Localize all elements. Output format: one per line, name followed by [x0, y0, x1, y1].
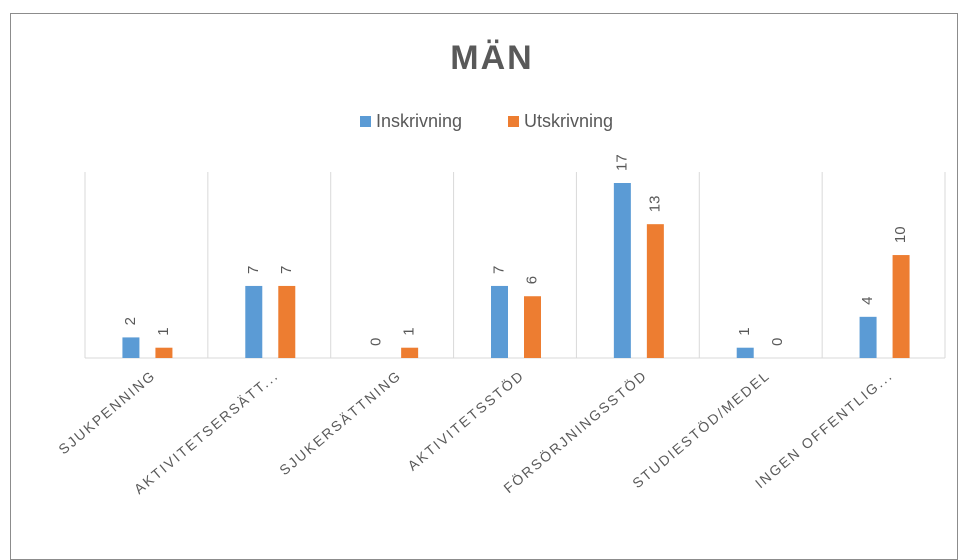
bar [491, 285, 508, 358]
data-label: 13 [646, 195, 663, 212]
bar [245, 285, 263, 358]
chart-border [10, 13, 958, 560]
data-label: 0 [368, 338, 385, 346]
data-label: 1 [401, 327, 418, 335]
data-label: 10 [892, 226, 909, 243]
legend-swatch [508, 116, 519, 127]
bar [646, 224, 664, 358]
data-label: 17 [613, 154, 630, 171]
bar [401, 347, 419, 358]
data-label: 6 [523, 276, 540, 284]
bar [155, 347, 173, 358]
data-label: 2 [122, 317, 139, 325]
bar [524, 296, 541, 358]
bar [613, 183, 631, 358]
data-label: 1 [155, 327, 172, 335]
legend-label: Utskrivning [524, 111, 613, 131]
bar [278, 285, 296, 358]
bar [859, 316, 877, 358]
data-label: 7 [278, 266, 295, 274]
legend-label: Inskrivning [376, 111, 462, 131]
data-label: 1 [736, 327, 753, 335]
data-label: 7 [490, 266, 507, 274]
bar [122, 337, 140, 358]
legend-swatch [360, 116, 371, 127]
data-label: 4 [859, 296, 876, 304]
bar [892, 255, 910, 358]
data-label: 7 [245, 266, 262, 274]
bar [736, 347, 754, 358]
chart-title: MÄN [450, 39, 533, 77]
data-label: 0 [769, 338, 786, 346]
